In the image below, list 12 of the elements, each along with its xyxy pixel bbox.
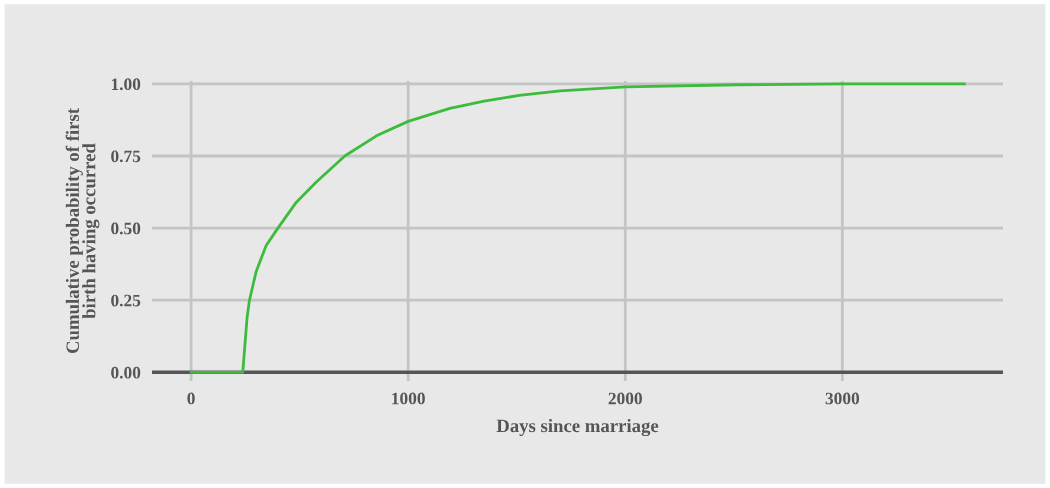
y-axis-title: Cumulative probability of first birth having occurred bbox=[65, 108, 100, 354]
x-axis-title: Days since marriage bbox=[496, 418, 659, 437]
line-series bbox=[189, 82, 966, 374]
x-tick-label: 1000 bbox=[392, 392, 425, 405]
y-tick-label: 0.00 bbox=[111, 366, 141, 379]
y-tick-label: 0.50 bbox=[111, 222, 141, 235]
x-tick-label: 0 bbox=[187, 392, 195, 405]
y-tick-label: 0.25 bbox=[111, 294, 141, 307]
y-tick-label: 1.00 bbox=[111, 78, 141, 91]
y-tick-label: 0.75 bbox=[111, 150, 141, 163]
x-tick-label: 3000 bbox=[825, 392, 860, 405]
x-tick-label: 2000 bbox=[608, 392, 642, 405]
